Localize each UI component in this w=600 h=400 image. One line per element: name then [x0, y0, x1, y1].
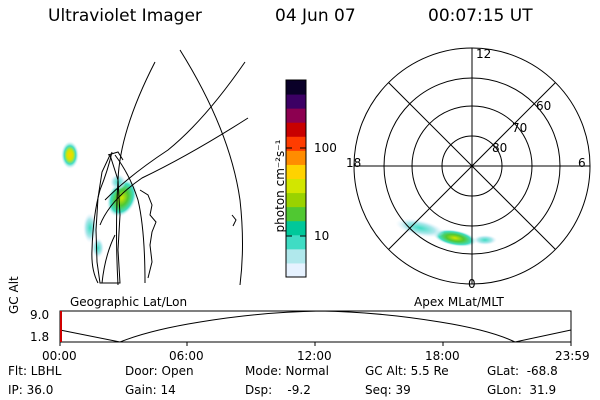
- colorbar-unit-label: photon cm⁻²s⁻¹: [273, 139, 287, 233]
- colorbar-band: [286, 80, 306, 95]
- timeline-tick: 23:59: [555, 349, 590, 363]
- info-seq: Seq: 39: [365, 383, 411, 397]
- mlt-label-0: 0: [468, 277, 476, 291]
- lat-label-80: 80: [492, 141, 508, 155]
- lat-label-70: 70: [512, 121, 528, 135]
- timeline-tick: 00:00: [42, 349, 77, 363]
- info-dsp: Dsp: -9.2: [245, 383, 311, 397]
- info-gc-alt: GC Alt: 5.5 Re: [365, 364, 449, 378]
- info-glat: GLat: -68.8: [487, 364, 558, 378]
- mlt-label-12: 12: [476, 47, 492, 61]
- info-ip: IP: 36.0: [8, 383, 54, 397]
- colorbar-band: [286, 108, 306, 123]
- colorbar-band: [286, 178, 306, 194]
- colorbar-band: [286, 262, 306, 278]
- info-glon: GLon: 31.9: [487, 383, 557, 397]
- info-gain: Gain: 14: [125, 383, 176, 397]
- date-label: 04 Jun 07: [275, 6, 356, 26]
- timeline-ymax: 9.0: [30, 308, 50, 322]
- mlt-label-6: 6: [578, 156, 586, 170]
- lat-label-60: 60: [536, 99, 552, 113]
- colorbar: [286, 80, 306, 278]
- colorbar-band: [286, 164, 306, 179]
- polar-panel-label: Apex MLat/MLT: [414, 295, 504, 309]
- timeline-tick: 12:00: [297, 349, 332, 363]
- time-label: 00:07:15 UT: [428, 6, 533, 26]
- colorbar-band: [286, 150, 306, 165]
- polar-plot: [353, 47, 591, 285]
- colorbar-band: [286, 122, 306, 137]
- gc-alt-timeline: [59, 310, 572, 346]
- colorbar-band: [286, 248, 306, 264]
- geographic-map: [61, 49, 249, 285]
- colorbar-band: [286, 206, 306, 222]
- instrument-title: Ultraviolet Imager: [48, 6, 202, 26]
- colorbar-band: [286, 192, 306, 208]
- colorbar-band: [286, 94, 306, 109]
- mlt-label-18: 18: [346, 156, 362, 170]
- info-flt: Flt: LBHL: [8, 364, 62, 378]
- colorbar-band: [286, 220, 306, 236]
- colorbar-band: [286, 234, 306, 250]
- colorbar-tick-10: 10: [314, 229, 330, 243]
- timeline-axis-label: GC Alt: [7, 276, 21, 314]
- info-mode: Mode: Normal: [245, 364, 329, 378]
- timeline-tick: 18:00: [425, 349, 460, 363]
- colorbar-tick-100: 100: [314, 141, 337, 155]
- geo-panel-label: Geographic Lat/Lon: [70, 295, 188, 309]
- timeline-tick: 06:00: [169, 349, 204, 363]
- info-door: Door: Open: [125, 364, 194, 378]
- colorbar-band: [286, 136, 306, 151]
- timeline-ymin: 1.8: [30, 330, 50, 344]
